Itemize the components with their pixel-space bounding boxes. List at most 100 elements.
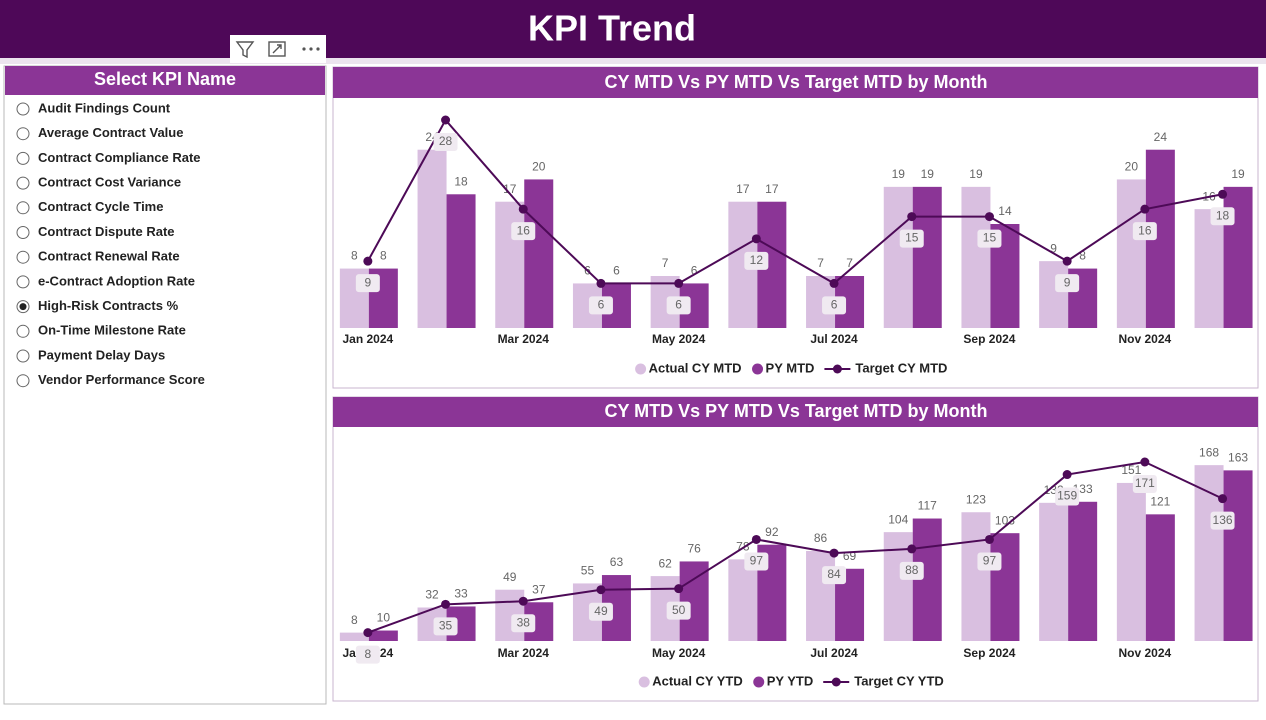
data-label: 8: [1079, 249, 1086, 263]
line-point: [363, 628, 373, 638]
data-label-box: [1132, 475, 1157, 493]
radio-button[interactable]: [16, 176, 30, 190]
data-label: 168: [1199, 445, 1219, 459]
slicer-option[interactable]: Average Contract Value: [38, 125, 183, 140]
legend: Actual CY MTD PY MTD Target CY MTD: [635, 360, 947, 375]
slicer-option[interactable]: Vendor Performance Score: [38, 372, 205, 387]
slicer-option[interactable]: Payment Delay Days: [38, 347, 165, 362]
data-label: 33: [454, 587, 468, 601]
data-label: 6: [831, 298, 838, 312]
legend-marker: [753, 676, 765, 688]
line-point: [441, 599, 451, 609]
data-label: 76: [687, 542, 701, 556]
legend-label: Actual CY YTD: [652, 673, 743, 688]
data-label-box: [666, 296, 691, 315]
x-tick-label: Mar 2024: [498, 332, 550, 346]
data-label: 62: [658, 556, 672, 570]
x-tick-label: Jul 2024: [810, 332, 858, 346]
radio-button[interactable]: [16, 151, 30, 165]
line: [366, 118, 1223, 285]
radio-button[interactable]: [16, 374, 30, 388]
bar: [1068, 501, 1098, 641]
radio-button[interactable]: [16, 102, 30, 116]
data-label-box: [1132, 222, 1157, 241]
slicer-option[interactable]: Contract Cost Variance: [38, 175, 181, 190]
data-label: 18: [454, 174, 468, 188]
legend-label: Target CY YTD: [854, 673, 944, 688]
data-label: 7: [846, 256, 853, 270]
line-point: [907, 212, 917, 222]
slicer-option[interactable]: On-Time Milestone Rate: [38, 323, 186, 338]
header-shadow: [0, 58, 1266, 64]
line-point: [984, 534, 994, 544]
data-label: 19: [969, 167, 983, 181]
x-tick-label: Jul 2024: [810, 646, 858, 660]
data-label-box: [744, 552, 769, 571]
slicer-option[interactable]: Contract Renewal Rate: [38, 249, 180, 264]
chart-title-bar: [333, 67, 1258, 98]
radio-button[interactable]: [16, 226, 30, 239]
data-label: 15: [905, 231, 919, 245]
data-label: 17: [765, 182, 779, 196]
more-icon[interactable]: [302, 47, 320, 51]
x-tick-label: Nov 2024: [1118, 646, 1171, 660]
radio-button[interactable]: [16, 324, 30, 338]
chart-title: CY MTD Vs PY MTD Vs Target MTD by Month: [604, 401, 987, 421]
slicer-option[interactable]: High-Risk Contracts %: [38, 298, 179, 313]
data-label: 84: [827, 567, 841, 581]
data-label-box: [666, 601, 691, 620]
line-point: [1218, 494, 1228, 504]
slicer-option[interactable]: Audit Findings Count: [38, 100, 171, 115]
radio-button[interactable]: [16, 275, 30, 289]
line-point: [829, 278, 839, 288]
data-label: 9: [1050, 241, 1057, 255]
data-label: 10: [377, 611, 391, 625]
data-label: 49: [594, 604, 608, 618]
line: [367, 460, 1223, 634]
data-label-box: [899, 561, 924, 580]
data-label: 97: [983, 554, 997, 568]
radio-button[interactable]: [16, 127, 30, 141]
filter-icon[interactable]: [235, 41, 255, 59]
line-point: [674, 584, 684, 594]
x-tick-label: Sep 2024: [963, 332, 1015, 346]
line-point: [751, 234, 761, 244]
data-label-box: [511, 614, 536, 633]
line-point: [363, 256, 373, 266]
radio-button[interactable]: [16, 201, 30, 215]
data-label: 32: [425, 588, 439, 602]
data-label: 63: [610, 555, 624, 569]
radio-button[interactable]: [16, 250, 30, 264]
slicer-option[interactable]: Contract Cycle Time: [38, 199, 163, 214]
legend-marker: [831, 677, 841, 687]
bar: [1116, 482, 1146, 641]
radio-button[interactable]: [16, 349, 30, 363]
slicer-option[interactable]: Contract Dispute Rate: [38, 224, 175, 239]
legend: Actual CY YTD PY YTD Target CY YTD: [638, 673, 944, 688]
bar: [368, 630, 398, 641]
slicer-option[interactable]: Contract Compliance Rate: [38, 150, 201, 165]
data-label: 117: [918, 499, 937, 513]
bar: [679, 561, 709, 641]
data-label-box: [899, 229, 924, 248]
data-label: 88: [905, 563, 919, 577]
radio-selected: [19, 303, 27, 311]
data-label: 8: [351, 249, 358, 263]
x-tick-label: May 2024: [652, 646, 706, 660]
line-point: [1140, 457, 1150, 467]
data-label-box: [1055, 487, 1080, 506]
focus-icon[interactable]: [268, 41, 286, 57]
x-tick-label: Mar 2024: [498, 646, 550, 660]
data-label: 16: [1138, 223, 1152, 237]
slicer-option[interactable]: e-Contract Adoption Rate: [38, 273, 195, 288]
data-label: 49: [503, 570, 517, 584]
bar: [1039, 261, 1069, 328]
data-label: 104: [888, 512, 908, 526]
x-tick-label: May 2024: [652, 332, 706, 346]
data-label: 6: [675, 298, 682, 312]
bar: [1194, 209, 1224, 328]
line-point: [907, 544, 917, 554]
data-label: 9: [1064, 275, 1071, 289]
data-label: 50: [672, 603, 686, 617]
